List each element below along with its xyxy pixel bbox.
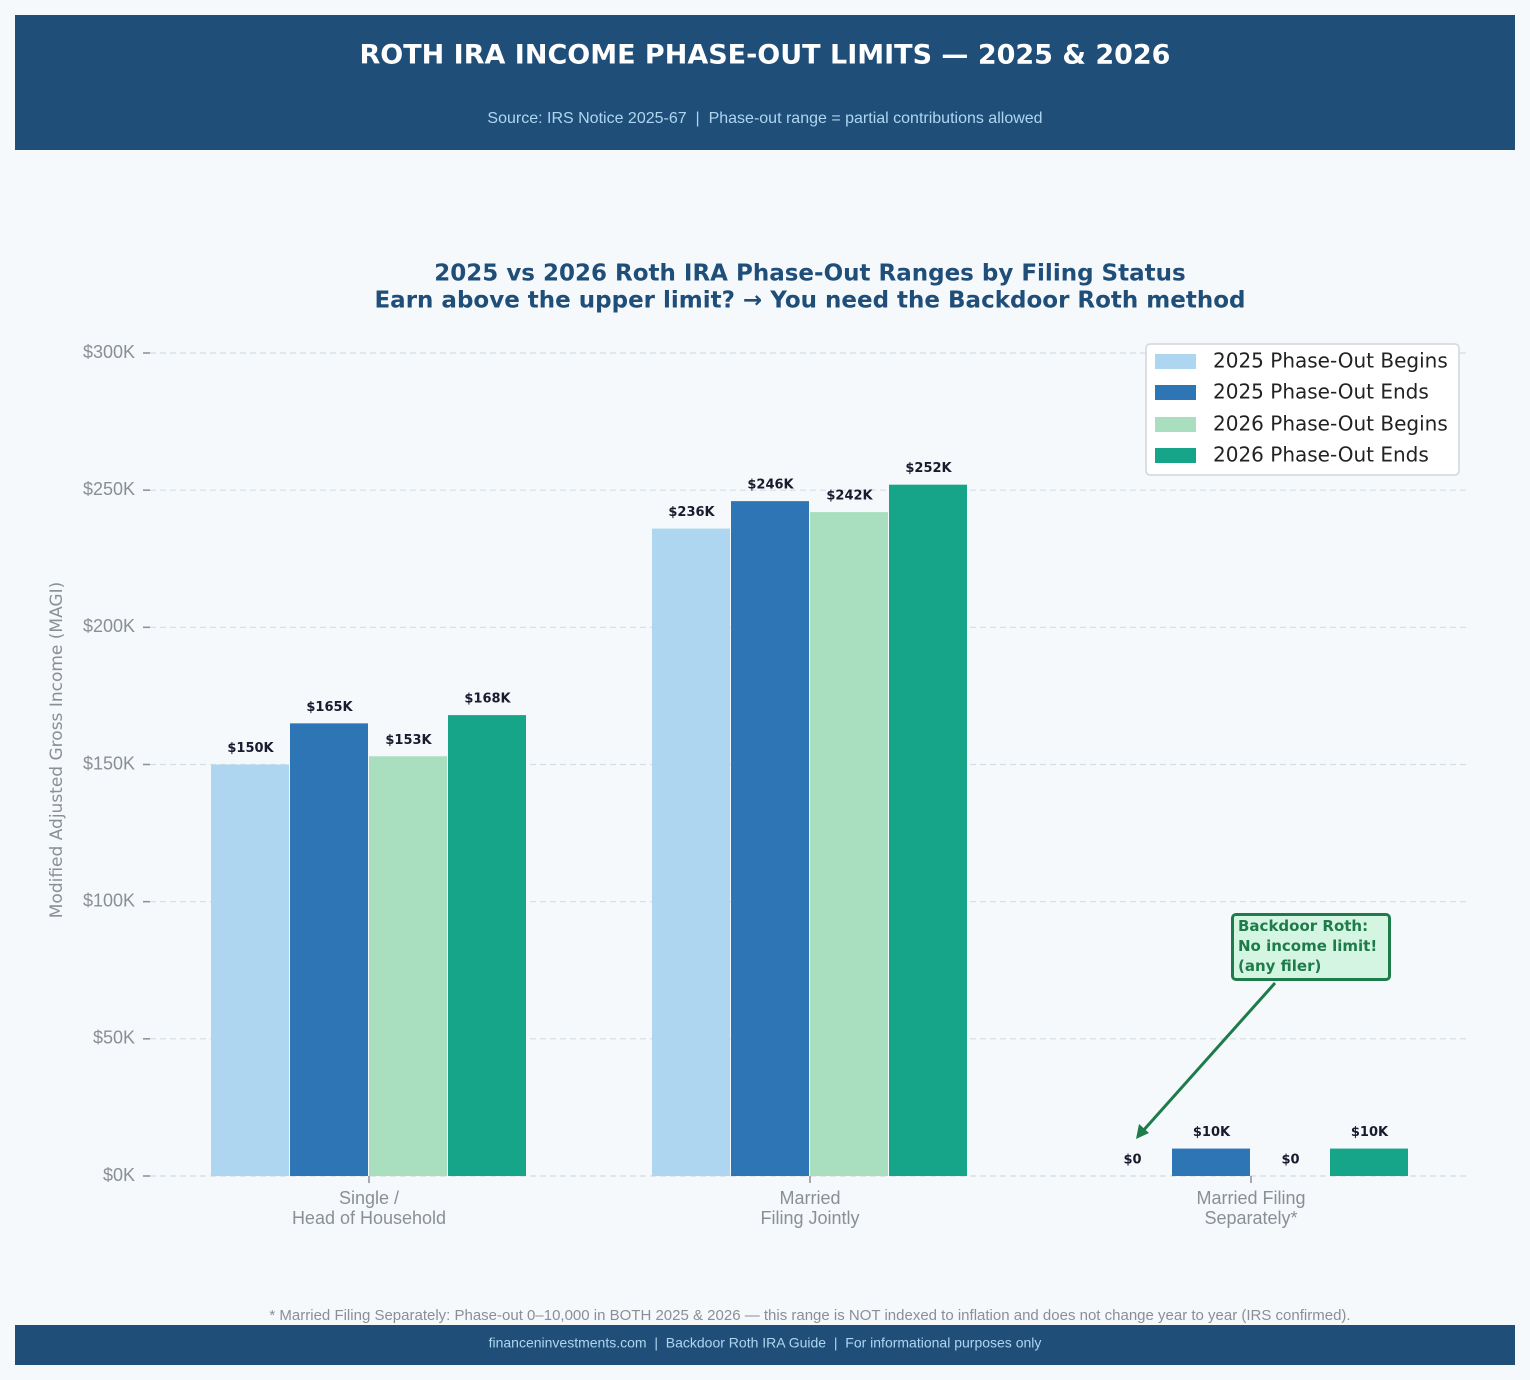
- value-label: $10K: [1193, 1125, 1231, 1140]
- y-tick-label: $300K: [83, 342, 135, 362]
- bar: [1330, 1148, 1408, 1176]
- y-tick-label: $150K: [83, 753, 135, 773]
- x-tick-label: Married Filing Jointly: [760, 1188, 860, 1228]
- bar: [1172, 1148, 1250, 1176]
- bar: [290, 723, 368, 1176]
- value-label: $165K: [306, 700, 353, 715]
- annotation-arrow: [1140, 982, 1277, 1133]
- bar: [652, 528, 730, 1176]
- bar: [731, 501, 809, 1176]
- annotation-arrowhead: [1136, 1124, 1149, 1139]
- value-label: $252K: [905, 461, 952, 476]
- footnote: * Married Filing Separately: Phase-out 0…: [269, 1307, 1350, 1324]
- header-band: [15, 15, 1515, 150]
- y-tick-label: $50K: [93, 1028, 135, 1048]
- page-subtitle: Source: IRS Notice 2025-67 | Phase-out r…: [487, 110, 1042, 127]
- bar: [369, 756, 447, 1176]
- annotation: Backdoor Roth: No income limit! (any fil…: [1231, 913, 1391, 981]
- y-tick-label: $100K: [83, 890, 135, 910]
- value-label: $150K: [227, 741, 274, 756]
- value-label: $236K: [668, 505, 715, 520]
- legend-swatch: [1155, 448, 1196, 463]
- bar: [448, 715, 526, 1176]
- value-label: $168K: [464, 692, 511, 707]
- legend-box: [1145, 343, 1460, 476]
- legend-swatch: [1155, 417, 1196, 432]
- legend-swatch: [1155, 354, 1196, 369]
- footer-text: financeninvestments.com | Backdoor Roth …: [489, 1335, 1042, 1351]
- page-title: ROTH IRA INCOME PHASE-OUT LIMITS — 2025 …: [360, 40, 1171, 71]
- chart-title: 2025 vs 2026 Roth IRA Phase-Out Ranges b…: [434, 261, 1185, 287]
- value-label: $153K: [385, 733, 432, 748]
- value-label: $242K: [826, 489, 873, 504]
- y-axis-label: Modified Adjusted Gross Income (MAGI): [47, 582, 67, 918]
- bar: [889, 484, 967, 1176]
- legend-swatch: [1155, 385, 1196, 400]
- legend-label: 2025 Phase-Out Ends: [1213, 380, 1429, 404]
- value-label: $246K: [747, 478, 794, 493]
- legend-label: 2026 Phase-Out Begins: [1213, 412, 1448, 436]
- y-tick-label: $0K: [103, 1165, 135, 1185]
- legend-label: 2026 Phase-Out Ends: [1213, 443, 1429, 467]
- chart-subtitle: Earn above the upper limit? → You need t…: [374, 288, 1245, 314]
- x-tick-label: Single / Head of Household: [291, 1188, 447, 1228]
- legend-label: 2025 Phase-Out Begins: [1213, 349, 1448, 373]
- x-tick-label: Married Filing Separately*: [1196, 1188, 1306, 1228]
- y-tick-label: $250K: [83, 479, 135, 499]
- bar: [211, 764, 289, 1176]
- value-label: $0: [1281, 1153, 1299, 1168]
- bar: [810, 512, 888, 1176]
- value-label: $0: [1123, 1153, 1141, 1168]
- value-label: $10K: [1351, 1125, 1389, 1140]
- footer-band: [15, 1325, 1515, 1365]
- y-tick-label: $200K: [83, 616, 135, 636]
